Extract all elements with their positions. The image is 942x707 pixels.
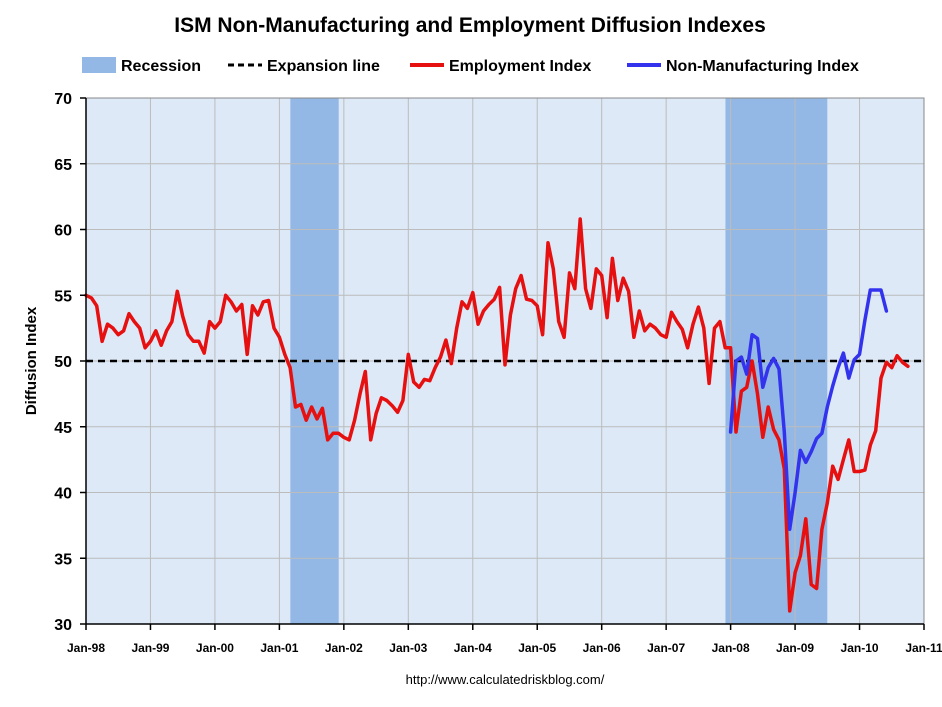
- x-tick-label: Jan-09: [776, 641, 814, 655]
- y-tick-label: 70: [54, 91, 72, 108]
- x-tick-label: Jan-06: [583, 641, 621, 655]
- y-tick-label: 65: [54, 157, 72, 174]
- x-tick-label: Jan-99: [131, 641, 169, 655]
- chart-title: ISM Non-Manufacturing and Employment Dif…: [174, 14, 766, 37]
- x-tick-label: Jan-98: [67, 641, 105, 655]
- series-lines: [84, 217, 910, 613]
- series-line-nonmfg: [728, 288, 889, 532]
- y-axis-label: Diffusion Index: [23, 306, 40, 415]
- legend-recession-label: Recession: [121, 58, 201, 75]
- legend: Recession Expansion line Employment Inde…: [82, 57, 859, 75]
- source-url: http://www.calculatedriskblog.com/: [406, 672, 605, 687]
- x-tick-label: Jan-04: [454, 641, 492, 655]
- legend-item-employment: Employment Index: [410, 58, 591, 75]
- legend-item-nonmfg: Non-Manufacturing Index: [627, 58, 859, 75]
- x-tick-label: Jan-05: [518, 641, 556, 655]
- legend-expansion-label: Expansion line: [267, 58, 380, 75]
- axes: [80, 97, 925, 630]
- x-tick-label: Jan-11: [905, 641, 942, 655]
- y-tick-label: 30: [54, 617, 72, 634]
- x-tick-label: Jan-08: [712, 641, 750, 655]
- y-tick-label: 60: [54, 223, 72, 240]
- x-tick-label: Jan-03: [389, 641, 427, 655]
- x-tick-label: Jan-10: [841, 641, 879, 655]
- x-tick-label: Jan-07: [647, 641, 685, 655]
- legend-nonmfg-label: Non-Manufacturing Index: [666, 58, 859, 75]
- x-tick-label: Jan-02: [325, 641, 363, 655]
- y-tick-label: 35: [54, 551, 72, 568]
- y-tick-labels: 30 35 40 45 50 55 60 65 70: [54, 91, 72, 634]
- x-tick-label: Jan-00: [196, 641, 234, 655]
- y-tick-label: 45: [54, 420, 72, 437]
- series-line-employment: [84, 217, 910, 613]
- x-tick-label: Jan-01: [260, 641, 298, 655]
- x-tick-labels: Jan-98 Jan-99 Jan-00 Jan-01 Jan-02 Jan-03 Jan-…: [67, 641, 942, 655]
- legend-employment-label: Employment Index: [449, 58, 591, 75]
- y-tick-label: 50: [54, 354, 72, 371]
- legend-item-recession: Recession: [82, 57, 201, 75]
- legend-item-expansion: Expansion line: [228, 58, 380, 75]
- y-tick-label: 40: [54, 486, 72, 503]
- legend-recession-swatch: [82, 57, 116, 73]
- y-tick-label: 55: [54, 288, 72, 305]
